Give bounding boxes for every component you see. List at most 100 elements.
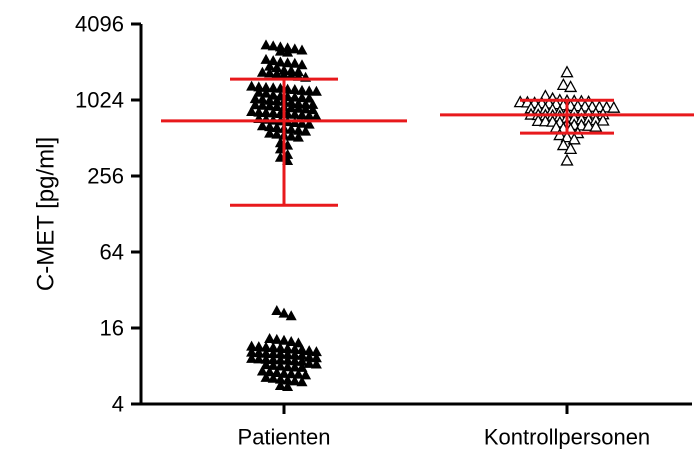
data-point	[285, 123, 297, 134]
data-point	[246, 352, 258, 363]
data-point	[267, 82, 279, 93]
data-point	[282, 374, 294, 385]
data-point	[564, 142, 578, 155]
data-point	[260, 53, 272, 64]
data-point	[271, 305, 283, 316]
x-tick-label: Patienten	[238, 425, 331, 450]
data-point	[303, 110, 315, 121]
data-point	[260, 341, 272, 352]
data-point	[264, 60, 276, 71]
data-point	[274, 354, 286, 365]
data-point	[560, 153, 574, 166]
x-axis: Patienten Kontrollpersonen	[141, 402, 692, 450]
data-point	[285, 96, 297, 107]
data-point	[282, 361, 294, 372]
data-point	[282, 343, 294, 354]
data-point	[264, 121, 276, 132]
data-point	[310, 358, 322, 369]
data-point	[256, 365, 268, 376]
y-ticks: 4 16 64 256 1024 4096	[75, 12, 141, 417]
data-point	[292, 368, 304, 379]
data-point	[300, 103, 312, 114]
data-point	[285, 336, 297, 347]
data-point	[260, 87, 272, 98]
data-point	[289, 43, 301, 54]
data-point	[253, 347, 265, 358]
data-point	[300, 369, 312, 380]
data-point	[264, 333, 276, 344]
data-point	[303, 357, 315, 368]
data-point	[310, 110, 322, 121]
data-points	[246, 39, 621, 392]
data-point	[289, 375, 301, 386]
data-point	[274, 45, 286, 56]
data-point	[271, 122, 283, 133]
data-point	[271, 128, 283, 139]
data-point	[260, 107, 272, 118]
data-point	[260, 371, 272, 382]
data-point	[289, 361, 301, 372]
data-point	[289, 57, 301, 68]
data-point	[285, 70, 297, 81]
data-point	[246, 80, 258, 91]
data-point	[560, 65, 574, 78]
data-point	[292, 124, 304, 135]
data-point	[246, 106, 258, 117]
data-point	[607, 100, 621, 113]
data-point	[282, 354, 294, 365]
data-point	[267, 347, 279, 358]
data-point	[264, 127, 276, 138]
data-point	[296, 361, 308, 372]
data-point	[282, 46, 294, 57]
data-point	[303, 85, 315, 96]
data-point	[271, 333, 283, 344]
data-point	[289, 84, 301, 95]
data-point	[282, 57, 294, 68]
data-point	[589, 119, 603, 132]
data-point	[303, 345, 315, 356]
data-point	[556, 138, 570, 151]
data-point	[267, 342, 279, 353]
data-point	[256, 99, 268, 110]
data-point	[289, 355, 301, 366]
data-point	[285, 102, 297, 113]
data-point	[267, 359, 279, 370]
data-point	[310, 352, 322, 363]
data-point	[282, 348, 294, 359]
data-point	[253, 106, 265, 117]
data-point	[296, 355, 308, 366]
data-point	[274, 360, 286, 371]
data-point	[285, 368, 297, 379]
data-point	[253, 353, 265, 364]
data-point	[307, 98, 319, 109]
data-point	[256, 93, 268, 104]
data-point	[249, 99, 261, 110]
data-point	[274, 373, 286, 384]
data-point	[289, 349, 301, 360]
data-point	[271, 95, 283, 106]
data-point	[296, 84, 308, 95]
data-point	[274, 342, 286, 353]
data-point	[567, 132, 581, 145]
data-point	[296, 117, 308, 128]
data-point	[246, 346, 258, 357]
summary-bars	[161, 77, 694, 207]
data-point	[582, 118, 596, 131]
data-point	[278, 69, 290, 80]
y-axis: 4 16 64 256 1024 4096	[75, 12, 143, 417]
y-axis-title: C-MET [pg/ml]	[33, 137, 60, 291]
data-point	[260, 359, 272, 370]
data-point	[303, 351, 315, 362]
data-point	[267, 372, 279, 383]
y-tick-label: 4096	[75, 12, 124, 37]
data-point	[292, 131, 304, 142]
data-point	[564, 80, 578, 93]
data-point	[253, 86, 265, 97]
data-point	[267, 107, 279, 118]
data-point	[303, 118, 315, 129]
data-point	[310, 346, 322, 357]
data-point	[296, 109, 308, 120]
data-point	[267, 40, 279, 51]
data-point	[271, 68, 283, 79]
